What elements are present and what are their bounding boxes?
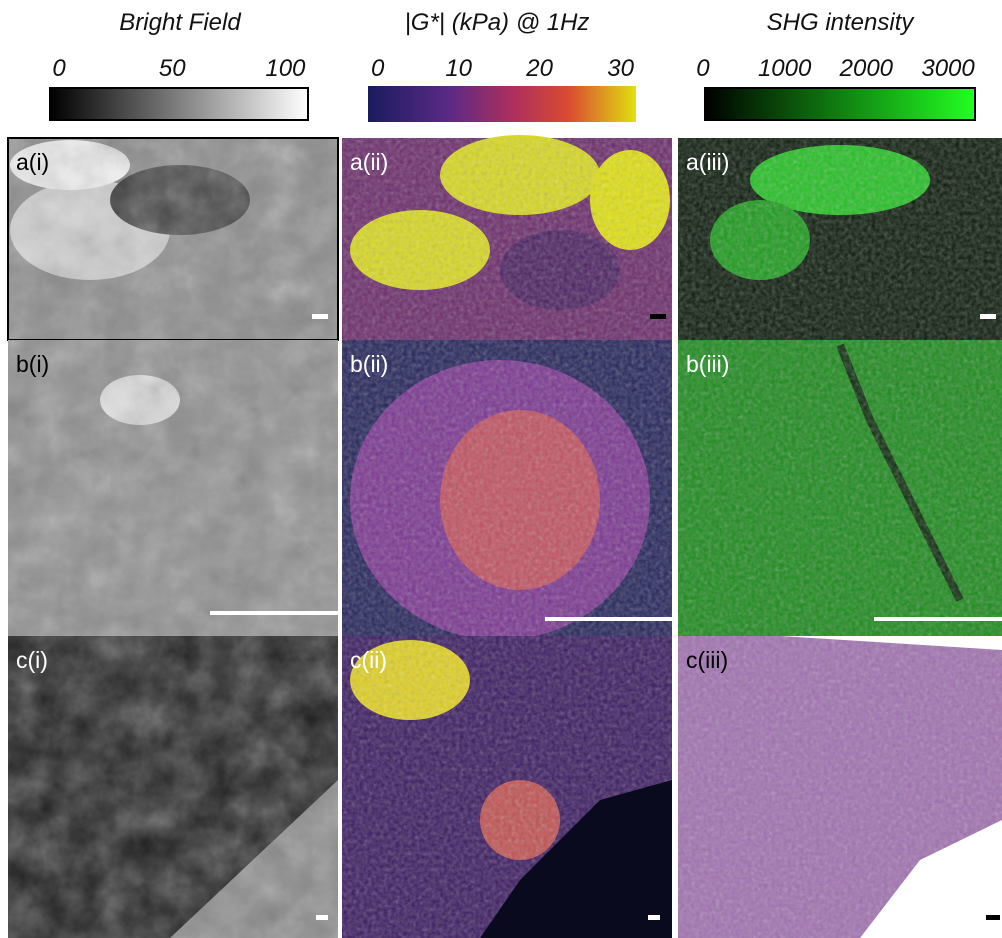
figure: Bright Field |G*| (kPa) @ 1Hz SHG intens… <box>0 0 1002 938</box>
colorbar-tick-label: 0 <box>371 55 385 82</box>
colorbar-tick-label: 0 <box>52 55 66 82</box>
panel-label: a(i) <box>16 149 49 175</box>
panel-label: b(i) <box>16 351 49 377</box>
panel-label: c(ii) <box>350 647 387 673</box>
image-texture <box>8 340 338 636</box>
image-texture <box>678 340 1002 636</box>
colorbar-title: SHG intensity <box>767 9 916 36</box>
colorbar <box>368 86 636 122</box>
scale-bar <box>210 611 338 615</box>
image-texture <box>342 138 672 340</box>
panel-label: b(iii) <box>686 351 729 377</box>
colorbar-tick-label: 10 <box>445 55 472 82</box>
scale-bar <box>545 617 673 621</box>
panel-label: c(i) <box>16 647 48 673</box>
colorbar-title: |G*| (kPa) @ 1Hz <box>405 9 590 36</box>
scale-bar <box>648 915 660 920</box>
panel-label: a(ii) <box>350 149 388 175</box>
colorbar-tick-label: 2000 <box>839 55 894 82</box>
image-texture <box>8 636 338 938</box>
colorbar-tick-label: 0 <box>696 55 710 82</box>
panels: a(i) a(ii) a(iii) b(i) b(ii) b(iii) c(i)… <box>8 135 1002 938</box>
panel-label: a(iii) <box>686 149 729 175</box>
colorbar-tick-label: 30 <box>607 55 634 82</box>
colorbar-tick-label: 3000 <box>921 55 975 82</box>
colorbar <box>705 88 975 120</box>
colorbar-title: Bright Field <box>119 9 241 36</box>
colorbars: Bright Field |G*| (kPa) @ 1Hz SHG intens… <box>50 9 975 122</box>
colorbar-tick-label: 1000 <box>758 55 812 82</box>
panel-label: b(ii) <box>350 351 388 377</box>
colorbar-tick-label: 20 <box>525 55 553 82</box>
colorbar <box>50 88 308 120</box>
image-texture <box>8 138 338 340</box>
colorbar-tick-label: 100 <box>265 55 306 82</box>
scale-bar <box>650 314 666 319</box>
scale-bar <box>316 915 328 920</box>
scale-bar <box>986 915 1000 920</box>
panel-label: c(iii) <box>686 647 728 673</box>
scale-bar <box>980 314 996 319</box>
scale-bar <box>312 314 328 319</box>
image-texture <box>342 340 672 636</box>
scale-bar <box>874 617 1002 621</box>
colorbar-tick-label: 50 <box>159 55 186 82</box>
